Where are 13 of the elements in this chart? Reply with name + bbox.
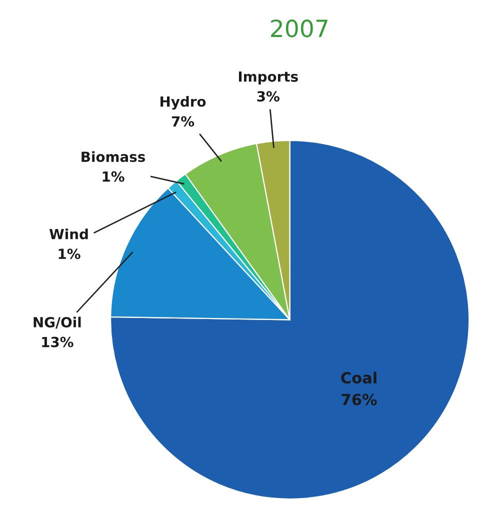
data-label: 76% bbox=[342, 394, 377, 406]
chart-title: 2007 bbox=[271, 19, 328, 38]
slice-label: NG/Oil bbox=[34, 316, 81, 329]
data-label: 13% bbox=[42, 336, 74, 348]
slice-label: Biomass bbox=[82, 151, 145, 162]
data-label: 1% bbox=[102, 171, 124, 182]
slice-label: Imports bbox=[238, 71, 298, 85]
slice-label: Wind bbox=[49, 228, 88, 240]
slice-label: Coal bbox=[341, 372, 376, 384]
data-label: 1% bbox=[58, 248, 80, 260]
data-label: 7% bbox=[172, 116, 194, 127]
slice-label: Hydro bbox=[160, 96, 206, 110]
data-label: 3% bbox=[257, 91, 280, 102]
